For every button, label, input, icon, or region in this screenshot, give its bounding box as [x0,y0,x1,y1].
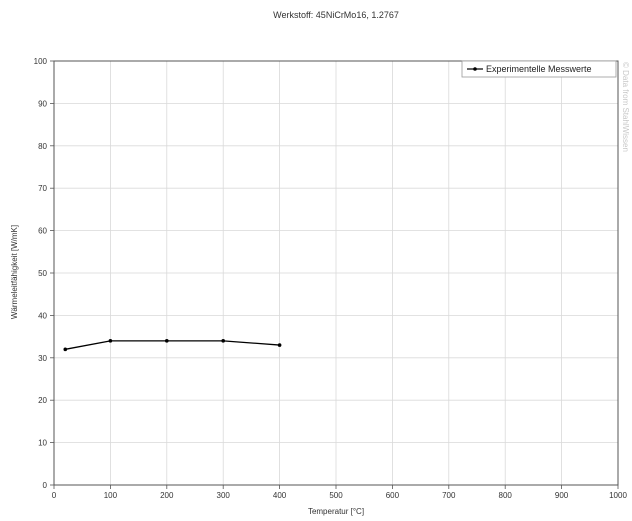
x-tick-label: 700 [442,491,456,500]
x-tick-label: 600 [386,491,400,500]
x-tick-label: 300 [217,491,231,500]
y-tick-label: 60 [38,227,47,236]
data-point [277,343,282,347]
y-tick-label: 30 [38,354,47,363]
x-axis-label: Temperatur [°C] [308,507,364,516]
data-point [108,339,113,343]
legend: Experimentelle Messwerte [461,60,617,78]
y-tick-label: 0 [43,481,48,490]
x-tick-label: 900 [555,491,569,500]
y-tick-label: 50 [38,269,47,278]
x-tick-label: 200 [160,491,174,500]
data-point [221,339,225,343]
legend-swatch-marker [473,67,477,71]
y-tick-label: 70 [38,184,47,193]
y-tick-label: 90 [38,99,47,108]
y-tick-label: 80 [38,142,47,151]
series-group [63,339,282,352]
y-axis: 0 10 20 30 40 50 60 70 80 90 100 [34,57,54,490]
chart-title: Werkstoff: 45NiCrMo16, 1.2767 [273,10,399,20]
x-tick-label: 500 [329,491,343,500]
series-line [65,340,280,350]
watermark-text: © Data from StahlWissen [621,62,630,152]
x-tick-label: 1000 [609,491,627,500]
y-tick-label: 100 [34,57,48,66]
data-point [63,347,68,352]
x-tick-label: 800 [499,491,513,500]
x-axis: 0 100 200 300 400 500 600 700 800 900 1000 [52,485,627,500]
x-tick-label: 0 [52,491,57,500]
legend-box [461,60,617,78]
y-tick-label: 20 [38,396,47,405]
data-point [165,339,169,343]
legend-entry-label: Experimentelle Messwerte [486,64,592,74]
y-axis-label: Wärmeleitfähigkeit [W/mK] [10,225,19,319]
x-tick-label: 100 [104,491,118,500]
y-tick-label: 40 [38,311,47,320]
grid [53,60,619,486]
y-tick-label: 10 [38,439,47,448]
x-tick-label: 400 [273,491,287,500]
